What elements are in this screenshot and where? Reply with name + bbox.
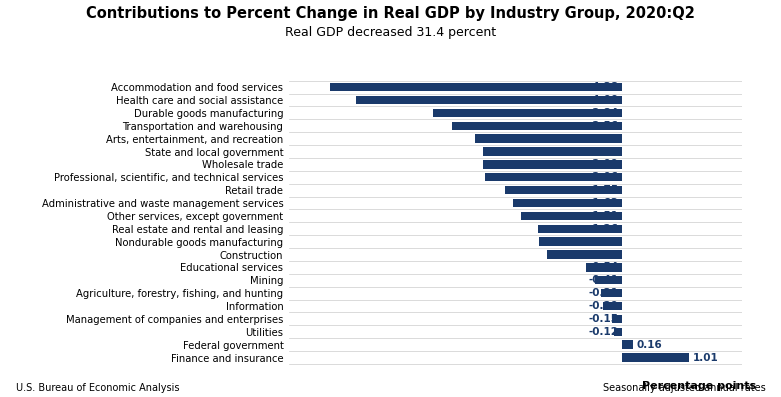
Text: -2.84: -2.84: [589, 108, 619, 118]
Text: -0.15: -0.15: [589, 314, 619, 324]
Bar: [433, 109, 622, 117]
Bar: [522, 212, 622, 220]
Text: -0.31: -0.31: [589, 288, 619, 298]
Text: -0.29: -0.29: [589, 301, 619, 311]
Text: -1.51: -1.51: [589, 211, 619, 221]
Text: 0.16: 0.16: [636, 340, 662, 350]
Text: 1.01: 1.01: [693, 353, 719, 362]
Text: Seasonally adjusted annual rates: Seasonally adjusted annual rates: [603, 383, 765, 393]
Bar: [355, 96, 622, 104]
Text: -2.09: -2.09: [589, 146, 619, 156]
Text: -0.41: -0.41: [589, 275, 619, 285]
Text: Contributions to Percent Change in Real GDP by Industry Group, 2020:Q2: Contributions to Percent Change in Real …: [86, 6, 695, 21]
Text: Real GDP decreased 31.4 percent: Real GDP decreased 31.4 percent: [285, 26, 496, 39]
Bar: [603, 302, 622, 310]
Text: -2.20: -2.20: [589, 134, 619, 144]
Text: -1.12: -1.12: [589, 249, 619, 260]
Text: Percentage points: Percentage points: [641, 381, 756, 391]
Bar: [505, 186, 622, 194]
Bar: [476, 135, 622, 143]
Bar: [622, 353, 690, 362]
Text: -0.54: -0.54: [589, 262, 619, 272]
Text: -2.56: -2.56: [589, 121, 619, 131]
Text: -2.06: -2.06: [589, 172, 619, 182]
Bar: [595, 276, 622, 284]
Bar: [612, 315, 622, 323]
Bar: [483, 147, 622, 156]
Bar: [622, 341, 633, 349]
Bar: [330, 83, 622, 91]
Bar: [538, 225, 622, 233]
Text: -4.00: -4.00: [589, 95, 619, 105]
Bar: [601, 289, 622, 297]
Text: -0.12: -0.12: [589, 327, 619, 337]
Text: -1.25: -1.25: [589, 237, 619, 247]
Bar: [485, 173, 622, 181]
Bar: [483, 160, 622, 169]
Text: -1.26: -1.26: [589, 224, 619, 234]
Text: U.S. Bureau of Economic Analysis: U.S. Bureau of Economic Analysis: [16, 383, 179, 393]
Text: -1.75: -1.75: [589, 185, 619, 195]
Text: -4.38: -4.38: [589, 82, 619, 92]
Bar: [513, 199, 622, 207]
Bar: [539, 237, 622, 246]
Text: -2.09: -2.09: [589, 159, 619, 170]
Bar: [451, 121, 622, 130]
Bar: [614, 328, 622, 336]
Bar: [547, 251, 622, 259]
Bar: [586, 263, 622, 272]
Text: -1.63: -1.63: [589, 198, 619, 208]
